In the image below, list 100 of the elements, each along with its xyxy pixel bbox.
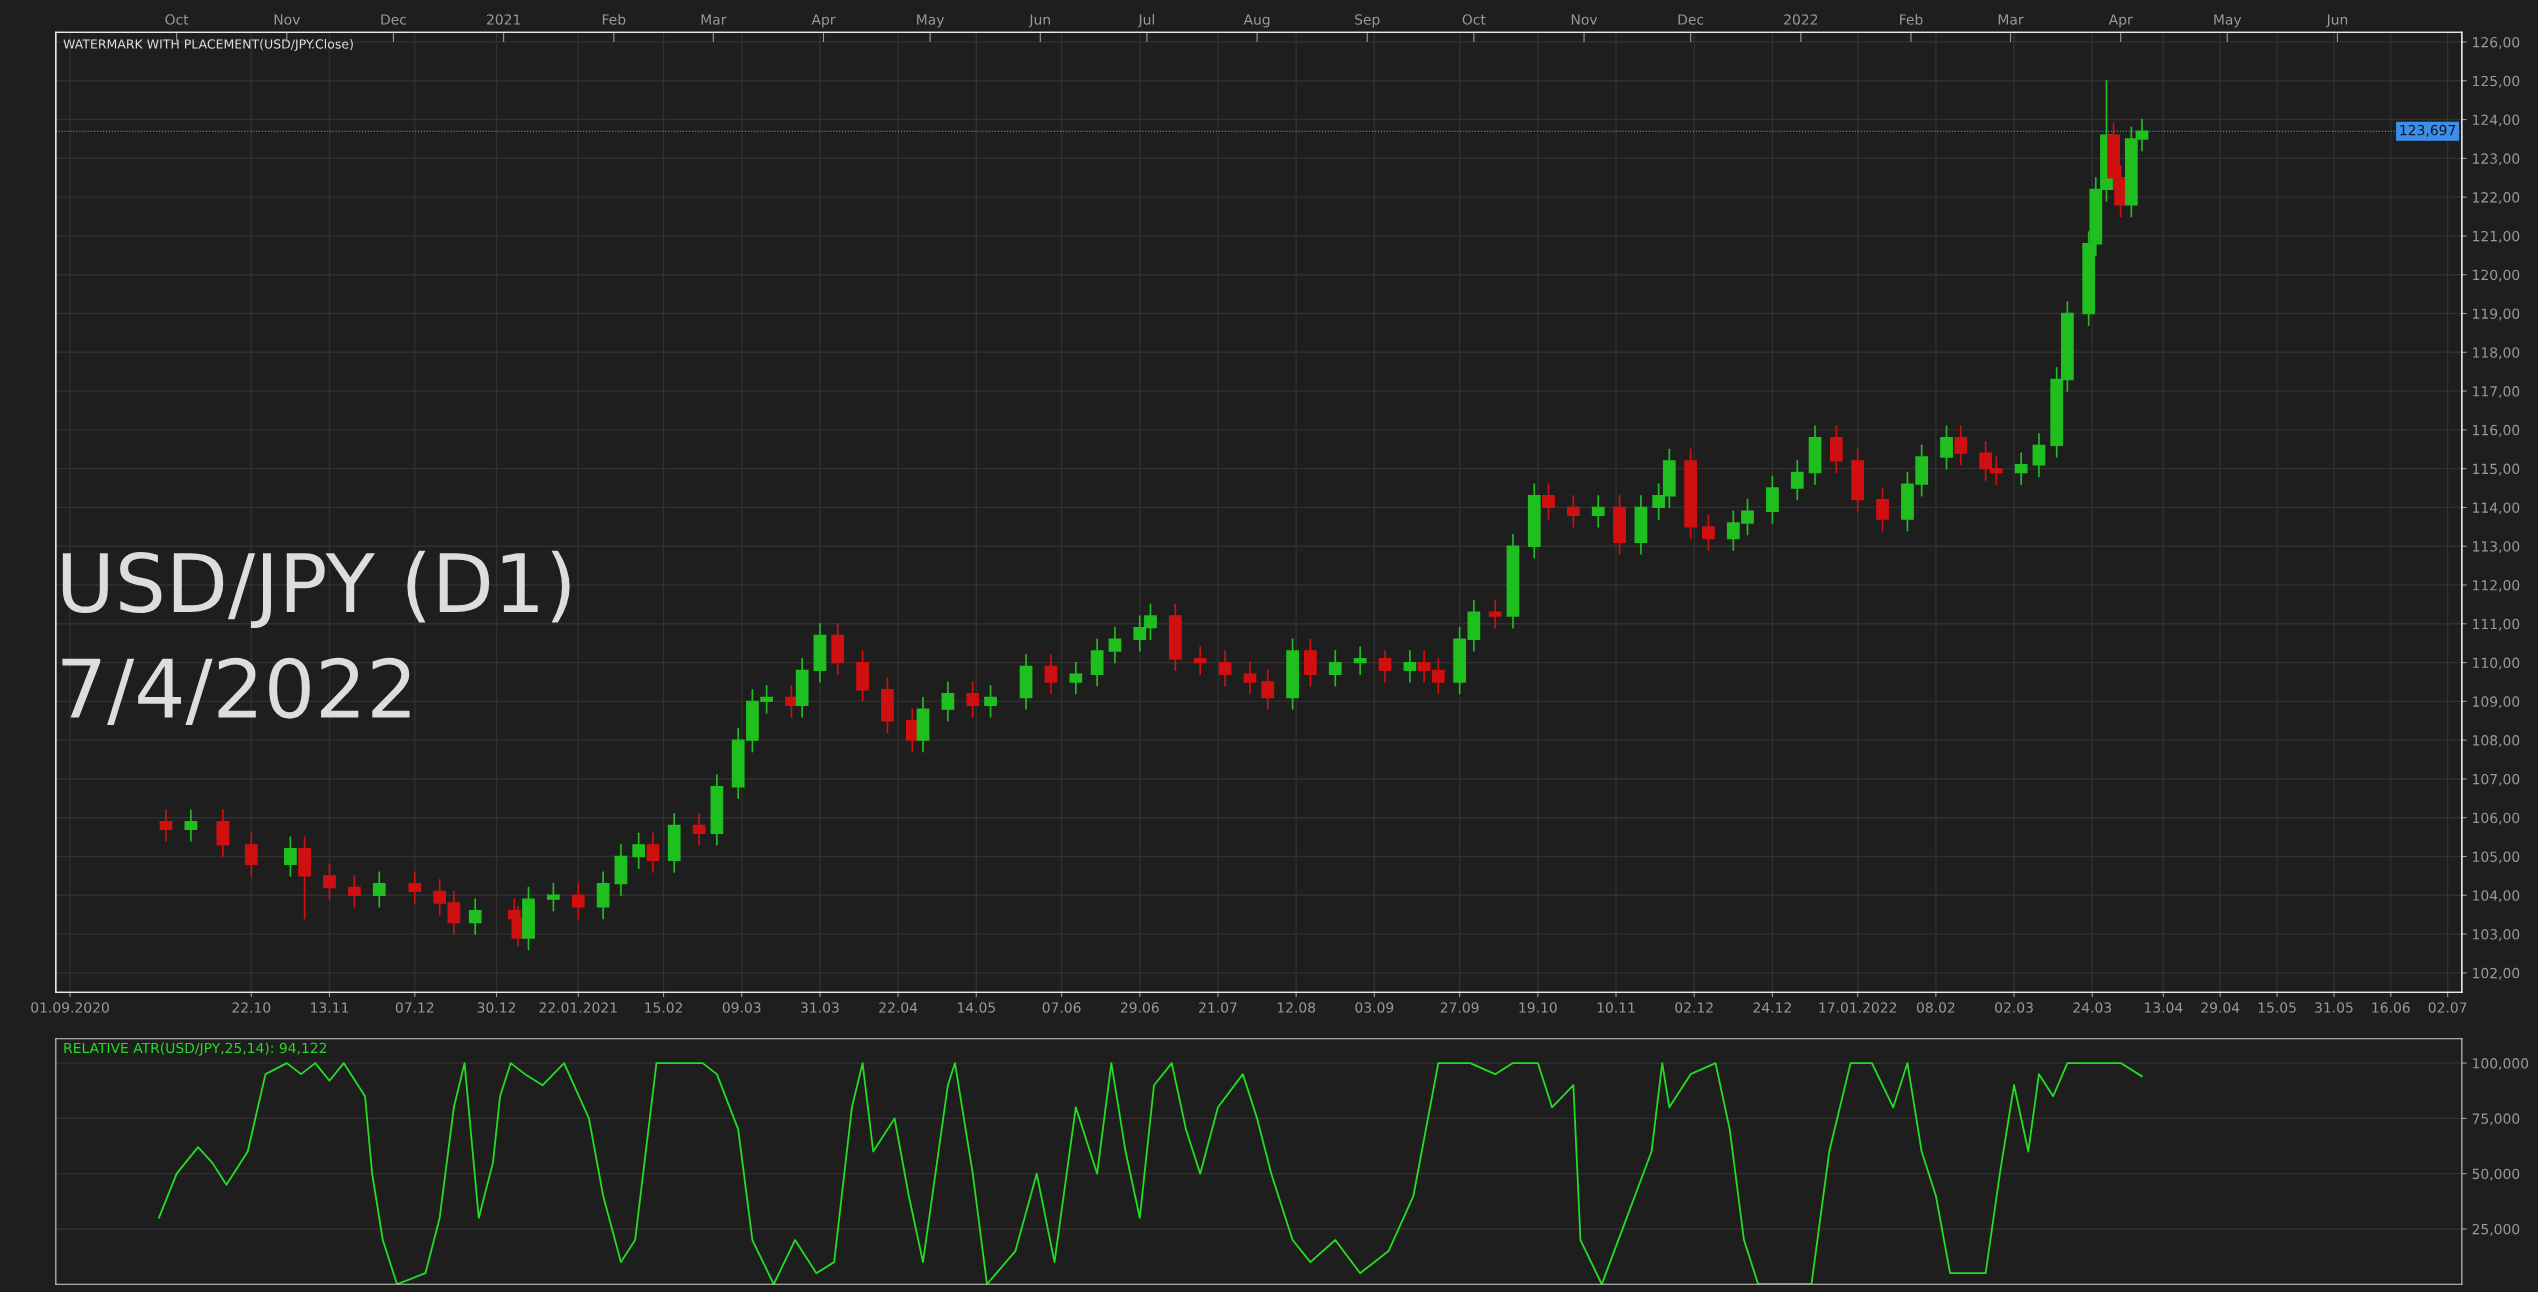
candlestick — [2014, 452, 2028, 485]
candlestick — [1403, 650, 1417, 683]
y-tick-label: 110,00 — [2473, 657, 2520, 670]
x2-tick-label: Jun — [2325, 14, 2348, 28]
x-tick-label: 02.07 — [2428, 1002, 2467, 1013]
x2-tick-label: Feb — [602, 14, 626, 25]
candlestick — [1353, 646, 1367, 676]
y-tick-label: 112,00 — [2473, 579, 2520, 592]
x-tick-label: 24.12 — [1753, 1002, 1791, 1013]
x2-tick-label: Dec — [1678, 14, 1704, 25]
x-tick-label: 30.12 — [477, 1002, 516, 1013]
x2-tick-label: 2022 — [1784, 14, 1818, 25]
x-tick-label: 29.06 — [1120, 1002, 1159, 1013]
candlestick — [1488, 599, 1502, 629]
y-tick-label: 118,00 — [2473, 347, 2520, 360]
annotation: USD/JPY (D1) — [62, 550, 570, 629]
x2-tick-label: Apr — [811, 14, 836, 28]
x2-tick-label: Nov — [1571, 14, 1598, 25]
x-tick-label: 12.08 — [1277, 1002, 1316, 1013]
candlestick — [1940, 425, 1953, 470]
x-tick-label: 03.09 — [1355, 1002, 1394, 1013]
y-tick-label: 119,00 — [2473, 308, 2520, 321]
x2-tick-label: Jun — [1028, 14, 1050, 28]
y-tick-label: 104,00 — [2473, 890, 2520, 903]
candlestick — [216, 809, 230, 858]
x-tick-label: 14.05 — [957, 1002, 995, 1013]
x-tick-label: 16.06 — [2372, 1002, 2410, 1013]
y-tick-label: 113,00 — [2473, 541, 2520, 554]
candlestick — [1069, 661, 1083, 695]
x2-tick-label: Dec — [381, 14, 407, 25]
candlestick — [941, 681, 955, 722]
x-tick-label: 07.12 — [395, 1002, 434, 1013]
candlestick — [1566, 494, 1580, 528]
candlestick — [159, 809, 173, 842]
x2-tick-label: Jul — [1137, 14, 1154, 28]
x2-tick-label: Sep — [1355, 14, 1380, 28]
candlestick — [1328, 650, 1342, 687]
y-tick-label: 124,00 — [2473, 114, 2520, 127]
candlestick — [966, 681, 980, 718]
candlestick — [1766, 475, 1779, 524]
x-tick-label: 22.04 — [879, 1002, 918, 1013]
y-tick-label: 105,00 — [2473, 851, 2520, 864]
y-tick-label: 121,00 — [2473, 230, 2520, 243]
x-tick-label: 29.04 — [2201, 1002, 2240, 1013]
x-tick-label: 01.09.2020 — [31, 1002, 109, 1013]
y-tick-label: 125,00 — [2473, 75, 2520, 88]
x2-tick-label: May — [2214, 14, 2242, 28]
x-tick-label: 27.09 — [1440, 1002, 1479, 1013]
candlestick — [372, 871, 386, 908]
y-tick-label: 109,00 — [2473, 696, 2520, 709]
x2-tick-label: Aug — [1243, 14, 1270, 28]
x-tick-label: 17.01.2022 — [1819, 1002, 1897, 1013]
x-tick-label: 02.12 — [1675, 1002, 1713, 1013]
chart-title: RELATIVE ATR(USD/JPY,25,14): 94,122 — [64, 1042, 327, 1056]
x-tick-label: 13.04 — [2144, 1002, 2183, 1013]
x-tick-label: 24.03 — [2073, 1002, 2112, 1013]
candlestick — [692, 813, 706, 846]
candlestick — [347, 875, 361, 908]
y-tick-label: 25,000 — [2472, 1223, 2520, 1236]
ref-line-label: 123,697 — [2400, 124, 2456, 137]
x2-tick-label: Apr — [2108, 14, 2133, 28]
candlestick — [646, 832, 660, 873]
y-tick-label: 106,00 — [2473, 812, 2520, 825]
candlestick — [1193, 646, 1207, 676]
x-tick-label: 15.02 — [645, 1002, 683, 1013]
y-tick-label: 111,00 — [2473, 618, 2520, 631]
y-tick-label: 108,00 — [2473, 735, 2520, 748]
candlestick — [408, 871, 422, 904]
candlestick — [632, 832, 646, 869]
candlestick — [1431, 657, 1445, 695]
candlestick — [547, 882, 560, 912]
candlestick — [1954, 425, 1968, 466]
candlestick — [184, 809, 198, 842]
candlestick — [1790, 460, 1804, 501]
candlestick — [1303, 638, 1317, 687]
candlestick — [984, 685, 997, 718]
x-tick-label: 08.02 — [1916, 1002, 1955, 1013]
x2-tick-label: May — [917, 14, 945, 28]
y-tick-label: 103,00 — [2473, 929, 2520, 941]
y-tick-label: 120,00 — [2473, 269, 2520, 282]
annotation: 7/4/2022 — [62, 657, 410, 725]
y-tick-label: 115,00 — [2473, 463, 2520, 476]
x2-tick-label: Feb — [1900, 14, 1923, 25]
candlestick — [1218, 650, 1232, 687]
x-tick-label: 02.03 — [1995, 1002, 2033, 1013]
candlestick — [1417, 650, 1431, 683]
candlestick — [1090, 638, 1104, 687]
y-tick-label: 102,00 — [2473, 967, 2520, 980]
y-tick-label: 123,00 — [2473, 153, 2520, 166]
candlestick — [468, 898, 482, 935]
y-tick-label: 75,000 — [2472, 1113, 2520, 1126]
line-series — [157, 1062, 2143, 1285]
x2-tick-label: Oct — [165, 14, 189, 25]
y-tick-label: 107,00 — [2473, 773, 2520, 786]
x-tick-label: 21.07 — [1199, 1002, 1237, 1013]
candlestick — [1876, 487, 1889, 532]
candlestick — [596, 871, 610, 920]
y-tick-label: 126,00 — [2473, 36, 2520, 49]
candlestick — [1829, 425, 1843, 474]
x2-tick-label: Oct — [1462, 14, 1486, 25]
